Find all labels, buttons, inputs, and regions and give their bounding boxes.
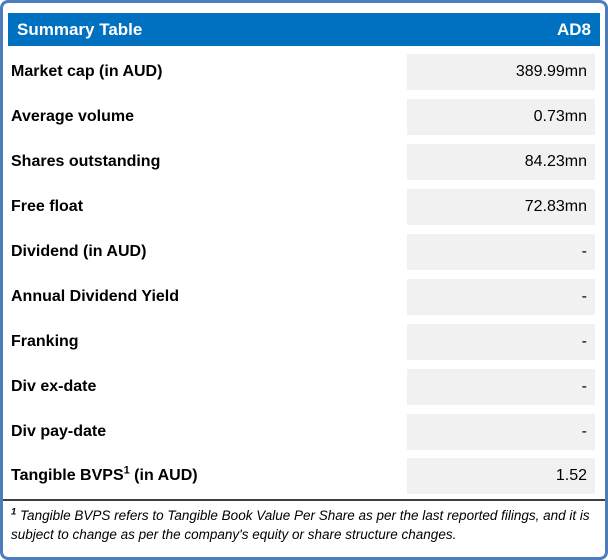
table-row: Div ex-date - bbox=[8, 364, 600, 409]
row-label: Dividend (in AUD) bbox=[11, 243, 146, 261]
row-label-text: Average volume bbox=[11, 108, 135, 126]
row-label-text: Market cap (in AUD) bbox=[11, 63, 163, 81]
table-header: Summary Table AD8 bbox=[8, 13, 600, 46]
row-label: Div pay-date bbox=[11, 423, 106, 441]
row-value-cell: - bbox=[407, 278, 595, 315]
row-label-text: Tangible BVPS bbox=[11, 467, 124, 485]
row-label-suffix: (in AUD) bbox=[129, 467, 198, 485]
row-label-text: Div ex-date bbox=[11, 377, 97, 395]
row-value-cell: 84.23mn bbox=[407, 144, 595, 181]
row-value-cell: 1.52 bbox=[407, 458, 595, 495]
row-value-cell: - bbox=[407, 234, 595, 270]
ticker-label: AD8 bbox=[556, 19, 591, 39]
table-row: Franking - bbox=[8, 319, 600, 364]
footnote-text: Tangible BVPS refers to Tangible Book Va… bbox=[11, 507, 590, 543]
row-label: Average volume bbox=[11, 108, 134, 126]
row-label: Div ex-date bbox=[11, 378, 96, 396]
row-value-cell: - bbox=[407, 413, 595, 450]
row-label-text: Franking bbox=[11, 332, 79, 350]
row-value-cell: - bbox=[407, 368, 595, 405]
row-label: Tangible BVPS1 (in AUD) bbox=[11, 465, 198, 485]
row-label: Shares outstanding bbox=[11, 153, 160, 171]
table-row: Average volume 0.73mn bbox=[8, 95, 600, 140]
row-label-text: Dividend (in AUD) bbox=[11, 243, 147, 260]
table-row: Dividend (in AUD) - bbox=[8, 230, 600, 275]
table-row: Free float 72.83mn bbox=[8, 185, 600, 230]
table-row: Div pay-date - bbox=[8, 409, 600, 454]
row-label: Franking bbox=[11, 333, 79, 351]
table-body: Market cap (in AUD) 389.99mn Average vol… bbox=[8, 50, 600, 499]
table-row: Annual Dividend Yield - bbox=[8, 274, 600, 319]
footnote: 1 Tangible BVPS refers to Tangible Book … bbox=[8, 501, 600, 544]
row-value-cell: 0.73mn bbox=[407, 99, 595, 136]
table-row: Shares outstanding 84.23mn bbox=[8, 140, 600, 185]
row-label-text: Shares outstanding bbox=[11, 153, 161, 171]
footnote-superscript: 1 bbox=[11, 506, 17, 518]
row-label-text: Free float bbox=[11, 198, 84, 216]
table-row: Market cap (in AUD) 389.99mn bbox=[8, 50, 600, 95]
row-value-cell: 389.99mn bbox=[407, 54, 595, 91]
row-value-cell: - bbox=[407, 323, 595, 360]
footnote-divider bbox=[3, 498, 605, 501]
row-label-text: Annual Dividend Yield bbox=[11, 287, 180, 305]
row-label: Annual Dividend Yield bbox=[11, 288, 179, 306]
row-label: Market cap (in AUD) bbox=[11, 63, 162, 81]
row-value-cell: 72.83mn bbox=[407, 189, 595, 226]
row-label-superscript: 1 bbox=[123, 465, 130, 478]
row-label: Free float bbox=[11, 198, 83, 216]
table-row: Tangible BVPS1 (in AUD) 1.52 bbox=[8, 454, 600, 499]
table-title: Summary Table bbox=[17, 19, 143, 39]
row-label-text: Div pay-date bbox=[11, 422, 107, 440]
